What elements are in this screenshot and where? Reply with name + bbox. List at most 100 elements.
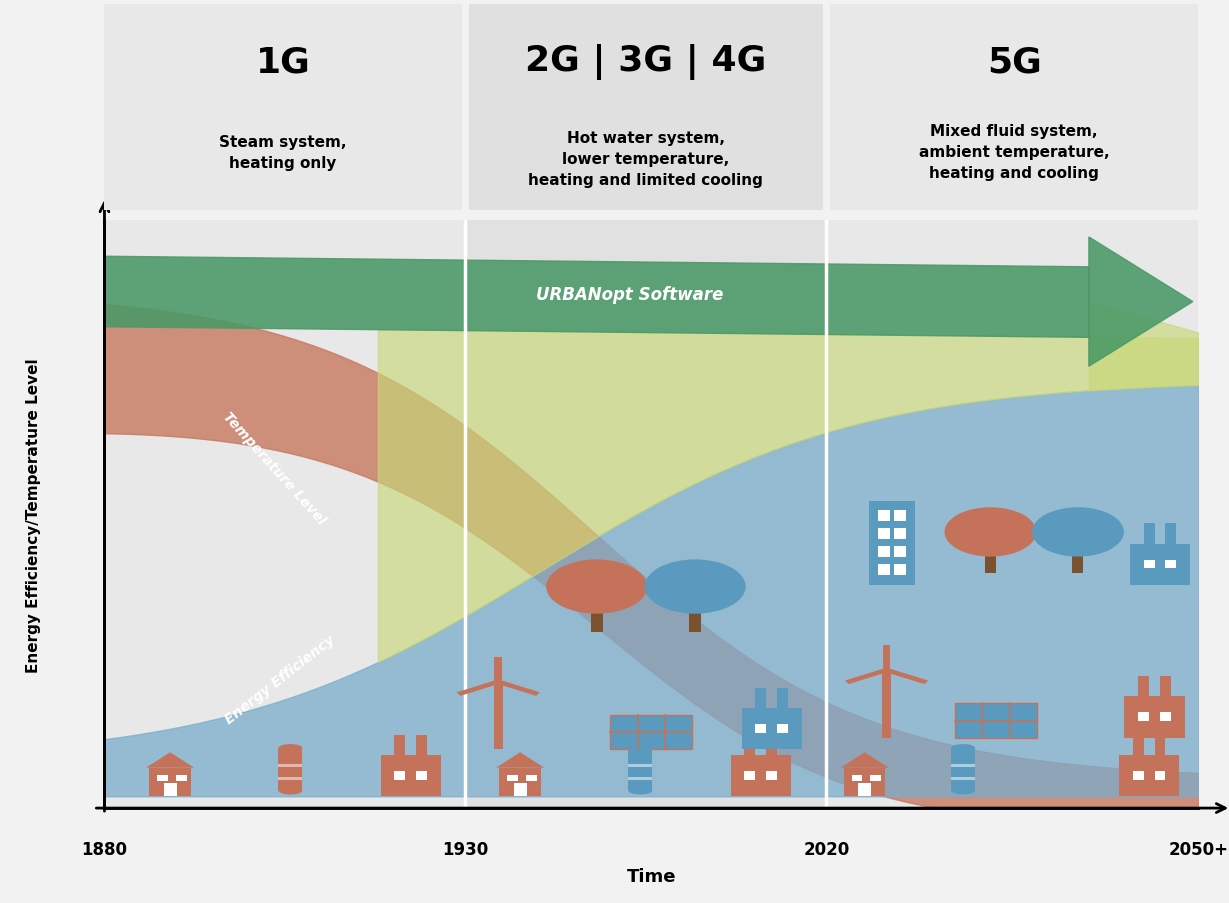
Bar — [591, 610, 602, 632]
Bar — [766, 735, 777, 755]
Ellipse shape — [279, 787, 302, 795]
Bar — [395, 735, 406, 755]
Polygon shape — [146, 752, 194, 768]
Circle shape — [546, 560, 648, 614]
Circle shape — [945, 507, 1036, 557]
Bar — [1118, 755, 1179, 796]
Bar — [826, 221, 1198, 808]
Bar — [858, 784, 871, 796]
FancyArrow shape — [844, 668, 889, 684]
Bar — [1165, 560, 1176, 569]
Bar — [149, 768, 190, 796]
Ellipse shape — [951, 787, 975, 795]
Bar — [777, 688, 788, 708]
Ellipse shape — [628, 744, 653, 752]
Bar — [494, 682, 503, 749]
FancyArrow shape — [497, 680, 540, 696]
Bar — [878, 510, 890, 521]
Bar — [499, 768, 541, 796]
Bar — [731, 755, 790, 796]
Bar — [878, 546, 890, 557]
FancyArrow shape — [494, 657, 503, 682]
Text: 1930: 1930 — [442, 841, 489, 859]
Bar — [163, 784, 177, 796]
Bar — [508, 775, 517, 781]
Text: Energy Efficiency/Temperature Level: Energy Efficiency/Temperature Level — [26, 358, 41, 672]
Text: Mixed fluid system,
ambient temperature,
heating and cooling: Mixed fluid system, ambient temperature,… — [919, 125, 1110, 182]
Polygon shape — [1089, 237, 1193, 367]
Bar — [1160, 676, 1171, 697]
Text: Energy Efficiency: Energy Efficiency — [222, 632, 337, 726]
Bar — [628, 777, 653, 779]
Bar — [895, 546, 907, 557]
Text: URBANopt Software: URBANopt Software — [536, 285, 723, 303]
Text: Steam system,
heating only: Steam system, heating only — [219, 135, 347, 171]
Bar — [1154, 771, 1165, 780]
Bar — [279, 777, 302, 779]
Text: 2050+: 2050+ — [1169, 841, 1228, 859]
Bar — [395, 771, 406, 780]
Bar — [279, 749, 302, 791]
Bar — [878, 564, 890, 575]
Bar — [741, 708, 801, 749]
Text: 2G | 3G | 4G: 2G | 3G | 4G — [525, 44, 767, 80]
Ellipse shape — [951, 744, 975, 752]
Bar — [279, 764, 302, 767]
Bar — [895, 528, 907, 539]
Text: 2020: 2020 — [804, 841, 849, 859]
Bar — [176, 775, 187, 781]
Bar — [984, 553, 995, 573]
Bar — [766, 771, 777, 780]
Bar — [157, 775, 168, 781]
Text: 5G: 5G — [987, 45, 1041, 79]
Bar — [1073, 553, 1084, 573]
FancyArrow shape — [882, 646, 890, 670]
Bar — [895, 510, 907, 521]
Text: 1880: 1880 — [81, 841, 128, 859]
Bar — [951, 764, 975, 767]
Polygon shape — [841, 752, 889, 768]
Text: Temperature Level: Temperature Level — [220, 409, 328, 526]
Text: 1G: 1G — [256, 45, 311, 79]
Bar — [869, 501, 914, 585]
Bar — [1125, 697, 1185, 738]
Bar — [1133, 735, 1143, 755]
Bar — [381, 755, 441, 796]
Bar — [1143, 560, 1154, 569]
Bar — [104, 221, 466, 808]
Bar — [526, 775, 537, 781]
Bar — [1138, 676, 1149, 697]
Bar — [745, 735, 756, 755]
Polygon shape — [497, 752, 544, 768]
Bar — [882, 670, 891, 738]
Bar — [878, 528, 890, 539]
Bar — [951, 749, 975, 791]
Bar — [1138, 712, 1149, 721]
FancyArrow shape — [885, 668, 928, 684]
Text: Hot water system,
lower temperature,
heating and limited cooling: Hot water system, lower temperature, hea… — [528, 130, 763, 188]
Bar — [689, 610, 701, 632]
FancyArrow shape — [456, 680, 500, 696]
Bar — [514, 784, 527, 796]
Bar — [611, 715, 692, 749]
Bar — [895, 564, 907, 575]
Bar — [417, 771, 428, 780]
Bar — [951, 777, 975, 779]
Bar — [756, 724, 766, 733]
Bar — [628, 749, 653, 791]
Ellipse shape — [279, 744, 302, 752]
Bar — [466, 221, 826, 808]
Circle shape — [1032, 507, 1123, 557]
Bar — [844, 768, 885, 796]
Bar — [1129, 544, 1190, 585]
Bar — [756, 688, 766, 708]
Bar — [955, 703, 1037, 738]
Bar — [1133, 771, 1143, 780]
Bar — [417, 735, 428, 755]
Bar — [1160, 712, 1171, 721]
Bar — [852, 775, 863, 781]
Circle shape — [644, 560, 746, 614]
Bar — [1143, 524, 1154, 544]
Bar — [1165, 524, 1176, 544]
Bar — [628, 764, 653, 767]
